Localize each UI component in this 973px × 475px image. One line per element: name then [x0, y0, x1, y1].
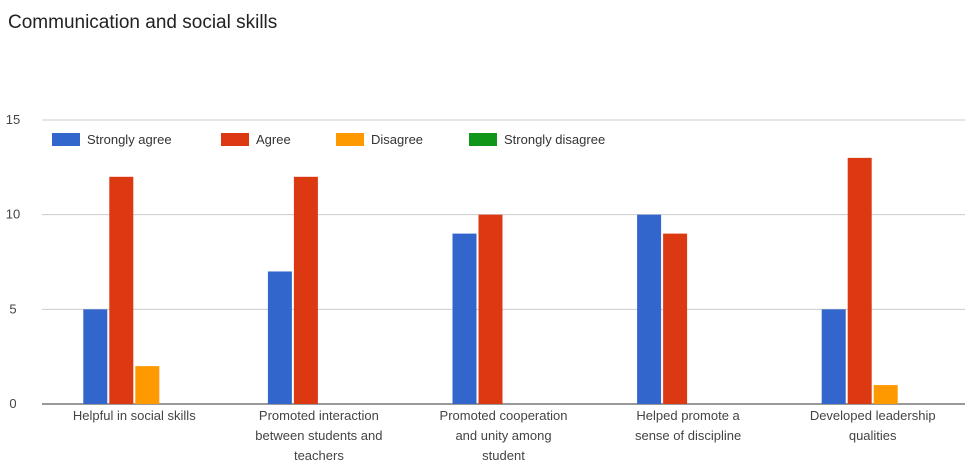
x-tick-label: Promoted interaction between students and…: [255, 408, 382, 463]
x-tick-label: Helped promote a sense of discipline: [635, 408, 741, 443]
y-tick-label: 10: [6, 207, 20, 222]
legend-swatch: [52, 133, 80, 146]
x-tick-label: Developed leadership qualities: [810, 408, 936, 443]
legend-label: Strongly agree: [87, 132, 172, 147]
legend-label: Agree: [256, 132, 291, 147]
bar: [847, 157, 872, 404]
x-tick-label-line: student: [482, 448, 525, 463]
bar: [663, 233, 688, 404]
legend-swatch: [221, 133, 249, 146]
legend-swatch: [469, 133, 497, 146]
y-tick-label: 5: [9, 301, 16, 316]
x-tick-label-line: teachers: [294, 448, 344, 463]
y-tick-label: 0: [9, 396, 16, 411]
x-tick-label-line: Developed leadership: [810, 408, 936, 423]
bar: [637, 214, 662, 404]
x-tick-label-line: between students and: [255, 428, 382, 443]
bar: [267, 271, 292, 404]
bar: [83, 309, 108, 404]
y-tick-label: 15: [6, 112, 20, 127]
bar: [452, 233, 477, 404]
x-tick-label-line: sense of discipline: [635, 428, 741, 443]
legend-swatch: [336, 133, 364, 146]
bar: [821, 309, 846, 404]
x-tick-label-line: Helpful in social skills: [73, 408, 196, 423]
x-tick-label-line: qualities: [849, 428, 897, 443]
bar: [478, 214, 503, 404]
x-tick-label-line: Promoted cooperation: [440, 408, 568, 423]
bar: [873, 385, 898, 404]
legend-label: Disagree: [371, 132, 423, 147]
x-tick-label-line: Helped promote a: [636, 408, 740, 423]
x-tick-label-line: Promoted interaction: [259, 408, 379, 423]
bar: [135, 366, 160, 404]
chart-title: Communication and social skills: [8, 12, 278, 33]
x-tick-label: Promoted cooperation and unity among stude…: [440, 408, 568, 463]
legend-label: Strongly disagree: [504, 132, 605, 147]
bar: [109, 176, 134, 404]
x-tick-label: Helpful in social skills: [73, 408, 196, 423]
bar: [293, 176, 318, 404]
x-tick-label-line: and unity among: [455, 428, 551, 443]
